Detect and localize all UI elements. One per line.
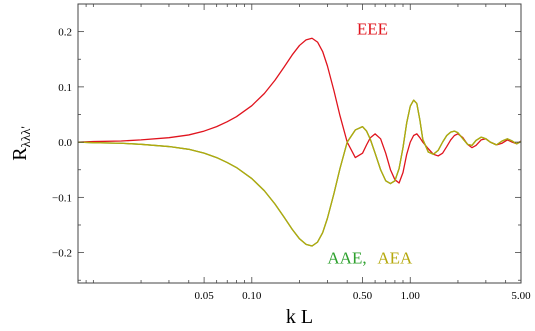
series-line-aea [77, 99, 522, 247]
x-tick-label: 0.10 [242, 290, 262, 302]
x-axis-label: k L [286, 306, 313, 328]
y-tick-label: 0.2 [58, 27, 72, 39]
ticks-layer: 0.05 0.10 0.50 1.00 5.00 0.2 0.1 0.0 −0.1 −0.2 [52, 3, 531, 302]
y-tick-label: −0.2 [52, 248, 72, 260]
x-tick-label: 5.00 [511, 290, 531, 302]
y-axis-label-main: R [9, 147, 31, 161]
series-label-eee: EEE [357, 19, 388, 38]
series-layer [77, 37, 522, 247]
series-label-aae: AAE, [327, 249, 366, 268]
y-tick-label: 0.0 [58, 137, 72, 149]
y-tick-label: 0.1 [58, 82, 72, 94]
x-tick-label: 0.05 [194, 290, 214, 302]
series-label-aea: AEA [377, 249, 413, 268]
x-tick-label: 0.50 [353, 290, 373, 302]
series-line-eee [77, 37, 522, 184]
x-tick-label: 1.00 [401, 290, 421, 302]
series-line-aae [77, 99, 522, 247]
y-tick-label: −0.1 [52, 192, 72, 204]
y-axis-label-subscript: λλλ' [18, 126, 33, 147]
y-axis-label: Rλλλ' [9, 126, 33, 161]
